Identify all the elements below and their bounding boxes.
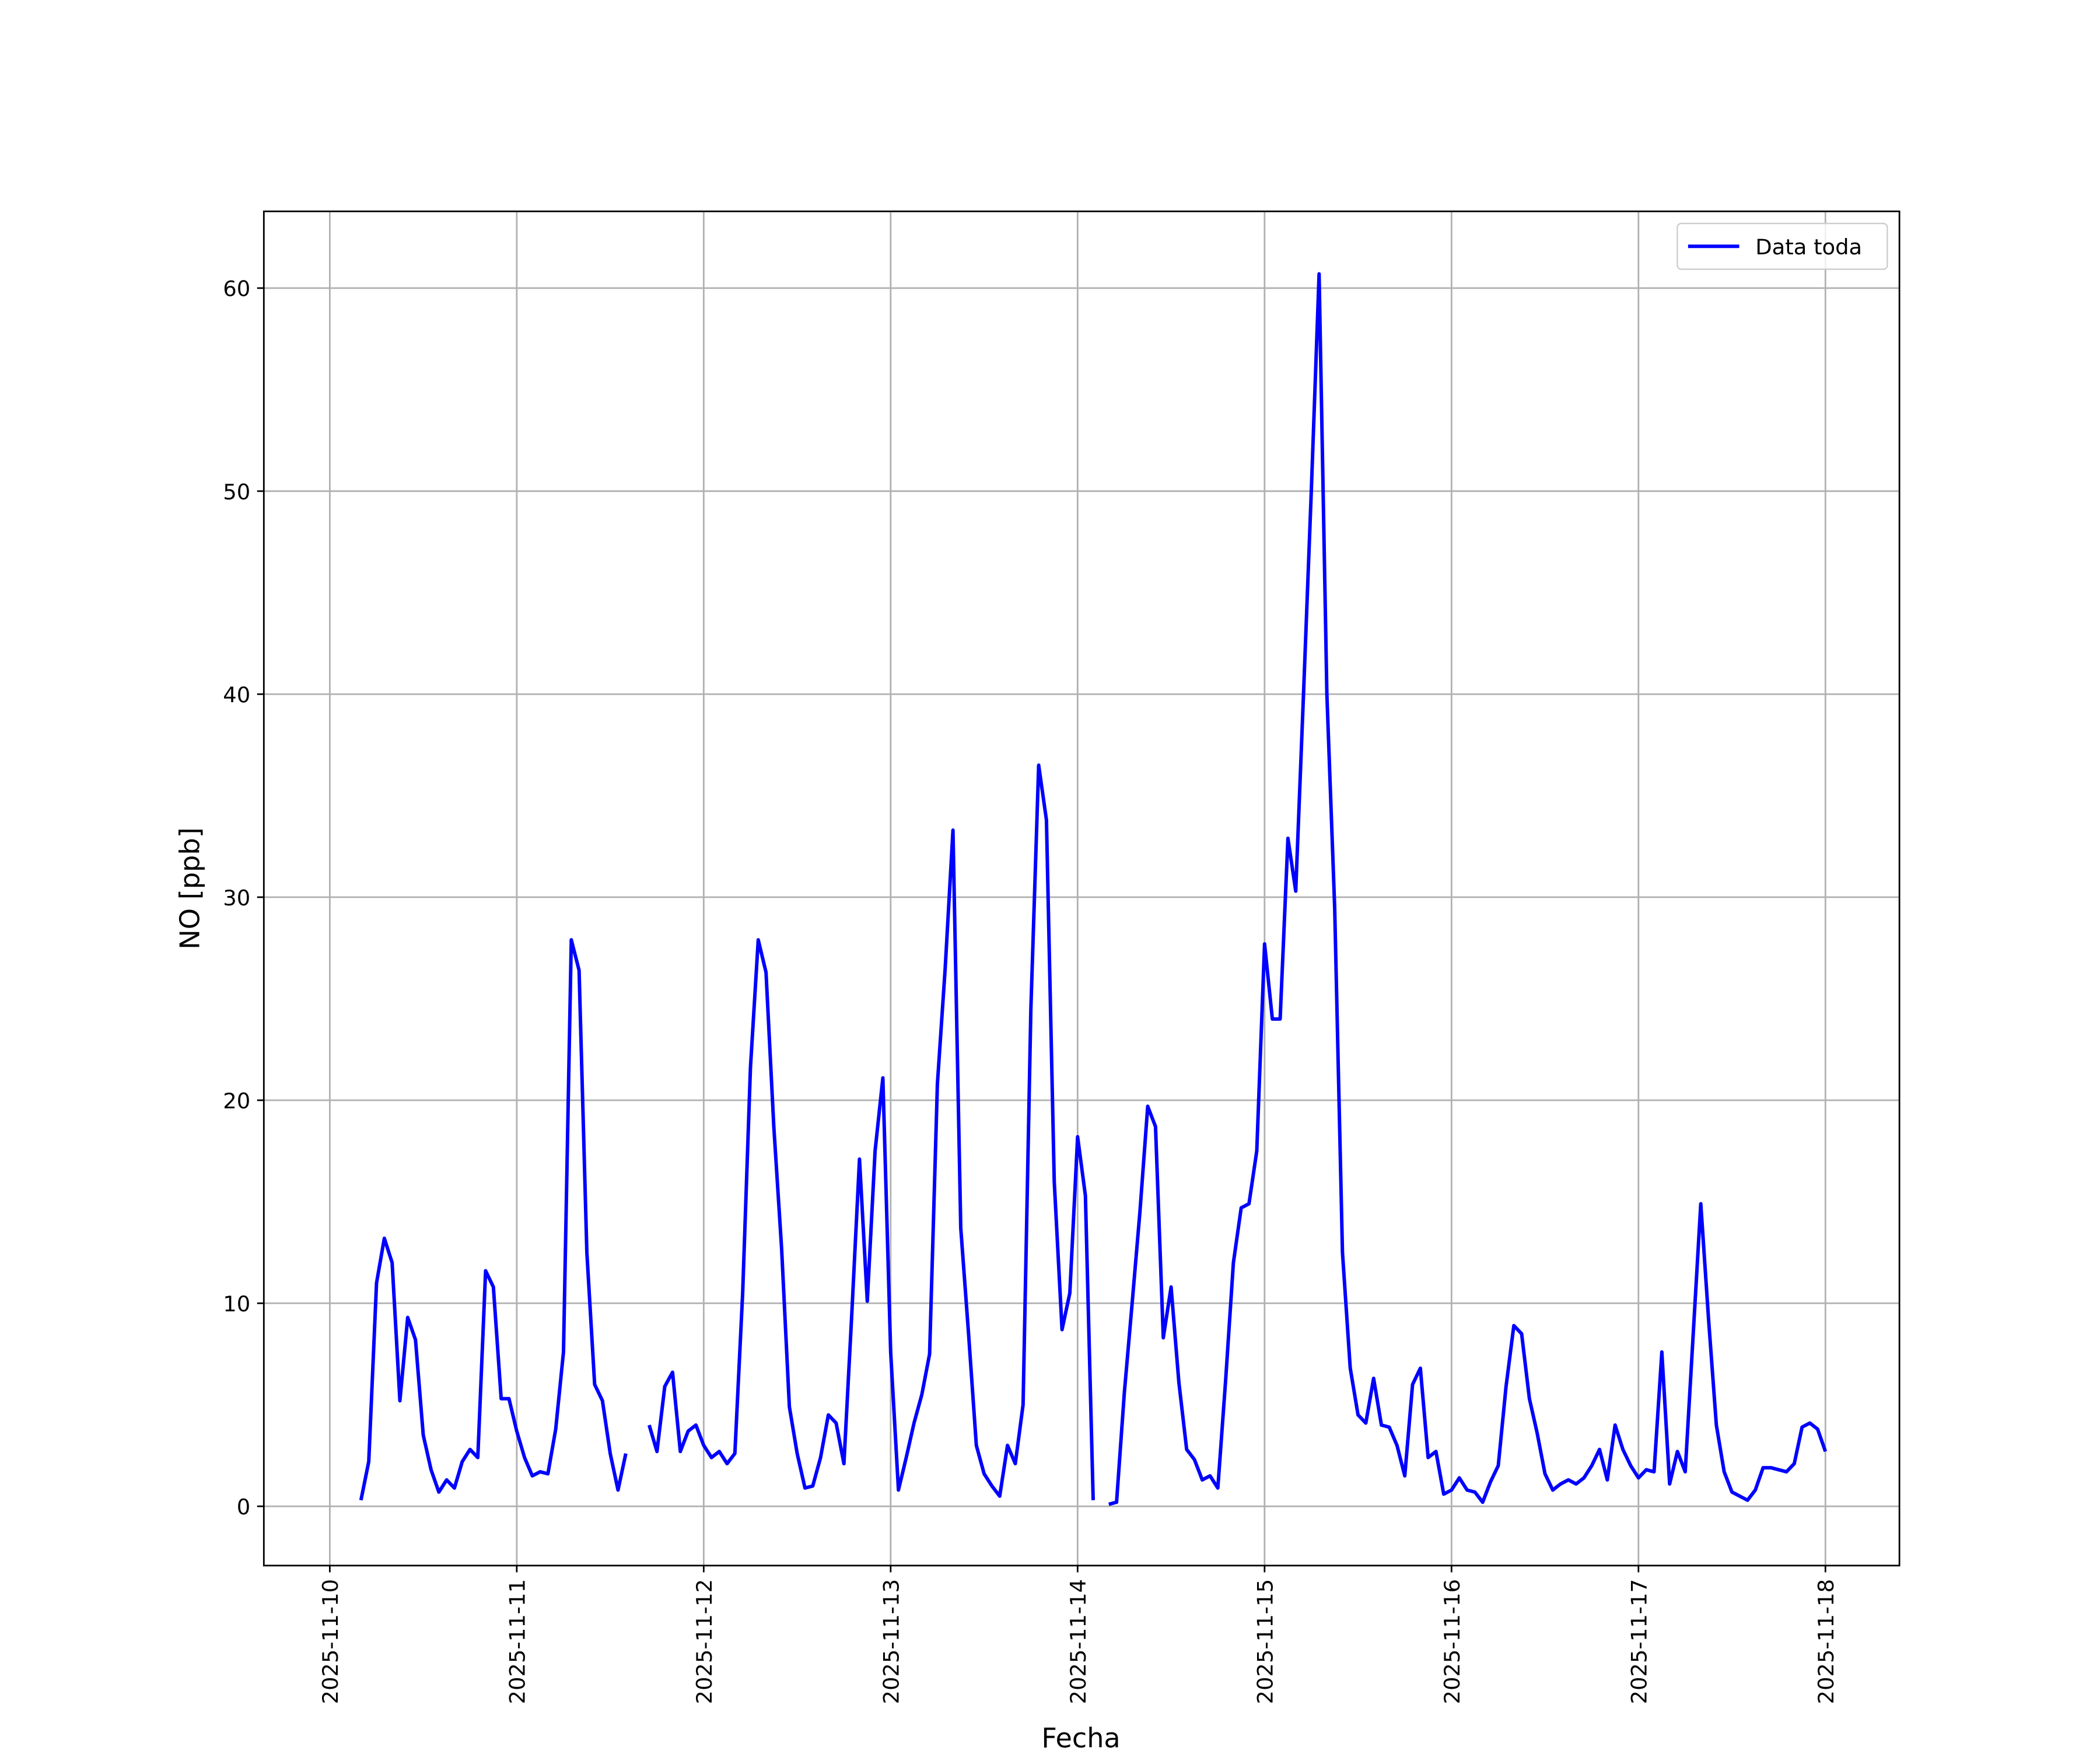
x-tick-label: 2025-11-13 — [879, 1579, 904, 1704]
y-tick-label: 0 — [237, 1494, 250, 1520]
x-tick-label: 2025-11-10 — [318, 1579, 343, 1704]
y-tick-label: 50 — [223, 480, 250, 505]
legend-box — [1676, 222, 1888, 270]
x-tick-label: 2025-11-12 — [692, 1579, 717, 1704]
y-tick-label: 40 — [223, 682, 250, 708]
x-axis-label: Fecha — [1041, 1722, 1120, 1750]
axes-frame — [262, 210, 1901, 1567]
x-tick-label: 2025-11-14 — [1066, 1579, 1091, 1704]
x-tick-label: 2025-11-15 — [1253, 1579, 1278, 1704]
x-tick-label: 2025-11-18 — [1814, 1579, 1839, 1704]
data-line — [359, 272, 1828, 1506]
y-tick-label: 30 — [223, 886, 250, 911]
legend: Data toda — [1676, 222, 1888, 270]
y-tick-label: 20 — [223, 1088, 250, 1114]
y-tick-label: 10 — [223, 1292, 250, 1317]
plot-area — [359, 272, 1828, 1506]
x-tick-label: 2025-11-16 — [1440, 1579, 1465, 1704]
y-tick-label: 60 — [223, 276, 250, 302]
legend-label: Data toda — [1755, 235, 1862, 260]
x-tick-label: 2025-11-11 — [505, 1579, 530, 1704]
ticks: 0 10 20 30 40 50 60 2025-11-10 2025-11-11 2025-11… — [223, 276, 1839, 1704]
x-tick-label: 2025-11-17 — [1627, 1579, 1652, 1704]
y-axis-label: NO [ppb] — [174, 827, 206, 949]
